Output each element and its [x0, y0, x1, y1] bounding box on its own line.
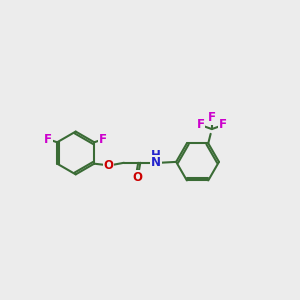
Text: H: H — [151, 148, 161, 162]
Text: O: O — [132, 170, 142, 184]
Text: F: F — [44, 133, 52, 146]
Text: F: F — [99, 133, 107, 146]
Text: F: F — [196, 118, 205, 131]
Text: O: O — [103, 159, 113, 172]
Text: F: F — [219, 118, 227, 131]
Text: N: N — [151, 156, 161, 169]
Text: F: F — [208, 111, 216, 124]
